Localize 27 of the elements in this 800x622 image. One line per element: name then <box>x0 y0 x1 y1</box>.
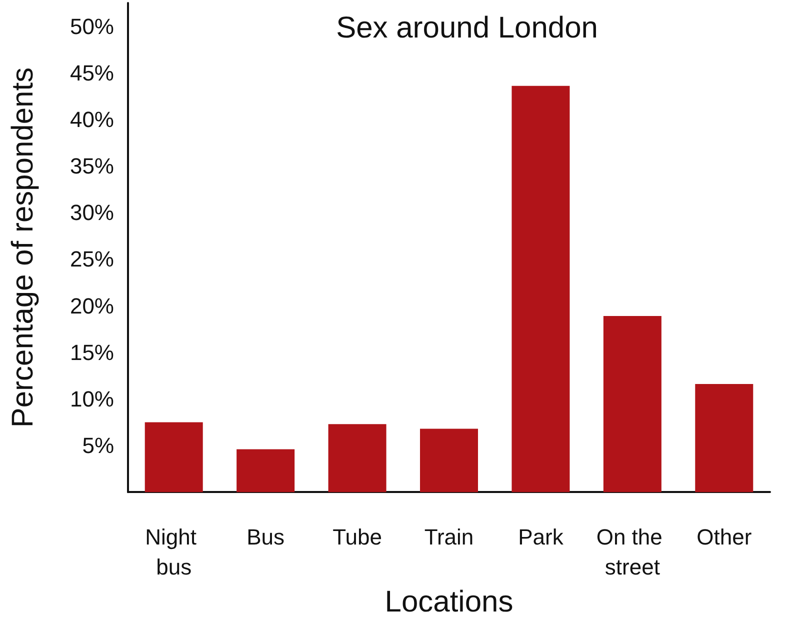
y-tick-label: 50% <box>70 14 114 39</box>
y-tick-label: 15% <box>70 340 114 365</box>
bar <box>236 449 295 492</box>
x-tick-label: Night bus <box>145 524 203 580</box>
y-tick-label: 25% <box>70 246 114 272</box>
x-axis-title: Locations <box>384 586 514 618</box>
x-tick-label: Bus <box>246 524 285 550</box>
bar <box>328 424 386 492</box>
x-tick-label: Train <box>424 524 474 550</box>
bar <box>603 316 662 492</box>
y-tick-label: 40% <box>70 106 114 132</box>
chart-title: Sex around London <box>336 12 598 44</box>
y-tick-label: 30% <box>70 200 114 226</box>
y-tick-label: 5% <box>82 433 114 458</box>
y-axis-title: Percentage of respondents <box>6 67 40 428</box>
bar <box>144 422 203 492</box>
y-tick-label: 45% <box>70 60 114 86</box>
x-tick-label: Park <box>518 524 564 550</box>
x-tick-label: Other <box>696 524 752 550</box>
bar <box>695 384 754 492</box>
y-tick-label: 10% <box>70 386 114 412</box>
bar <box>420 428 478 492</box>
y-tick-label: 20% <box>70 293 114 318</box>
x-tick-label: On the street <box>596 524 669 580</box>
x-tick-label: Tube <box>332 524 382 550</box>
y-tick-label: 35% <box>70 154 114 179</box>
bar <box>512 86 570 492</box>
